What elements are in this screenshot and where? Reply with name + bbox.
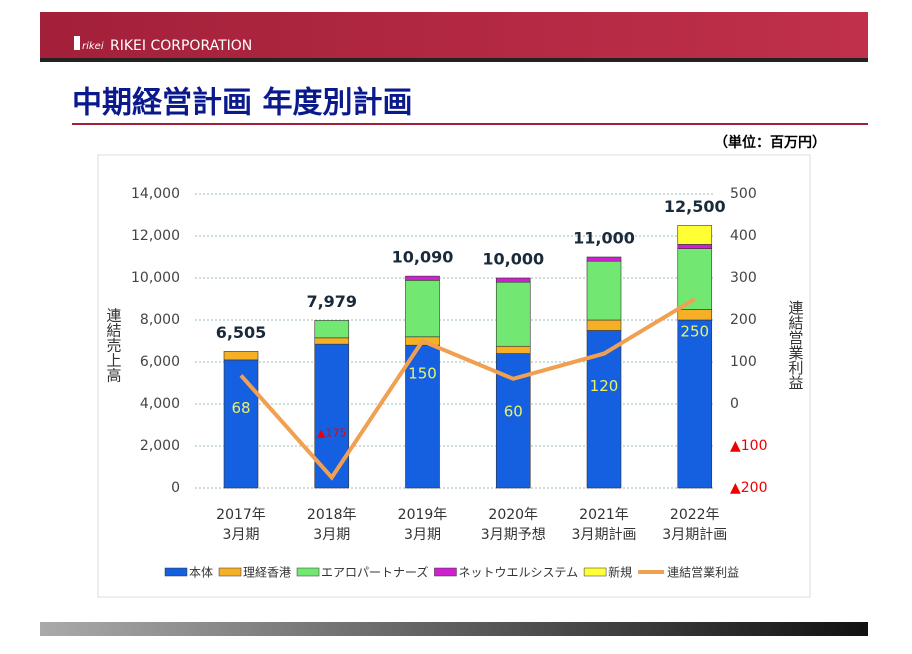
total-label: 6,505	[216, 323, 267, 342]
legend-label: 本体	[189, 566, 213, 580]
x-tick-line: 3月期計画	[662, 527, 727, 543]
legend-label: エアロパートナーズ	[321, 565, 428, 580]
legend-label: 連結営業利益	[667, 566, 739, 580]
bar-segment	[677, 244, 713, 249]
line-value-label: 60	[504, 402, 523, 420]
x-tick-line: 2020年	[488, 507, 538, 523]
bar-segment	[405, 280, 440, 338]
x-tick-label: 2022年 3月期計画	[662, 507, 727, 543]
bar-segment	[223, 351, 259, 361]
legend-label: 理経香港	[243, 566, 291, 580]
y2-tick-label: ▲200	[730, 480, 768, 496]
total-label: 12,500	[664, 197, 726, 216]
x-tick-line: 2017年	[216, 507, 266, 523]
legend-label: ネットウエルシステム	[458, 566, 578, 580]
total-label: 10,090	[392, 248, 454, 267]
legend-label: 新規	[608, 565, 632, 580]
x-tick-label: 2019年 3月期	[398, 507, 448, 543]
x-tick-label: 2017年 3月期	[216, 507, 266, 543]
bar-segment	[586, 319, 622, 331]
y-tick-label: 10,000	[131, 270, 180, 286]
y2-tick-label: 200	[730, 312, 757, 328]
x-tick-label: 2020年 3月期予想	[481, 507, 546, 543]
footer-bar	[40, 622, 868, 636]
bar-segment	[495, 345, 531, 354]
x-tick-line: 3月期	[404, 527, 441, 543]
y2-tick-label: 300	[730, 270, 757, 286]
x-tick-line: 3月期予想	[481, 527, 546, 543]
x-tick-line: 3月期	[313, 527, 350, 543]
line-value-label: ▲175	[317, 427, 346, 440]
line-value-label: 120	[590, 377, 619, 395]
logo-mark	[74, 36, 80, 50]
y-tick-label: 12,000	[131, 228, 180, 244]
unit: （単位：百万円）	[714, 134, 826, 151]
x-tick-line: 2021年	[579, 507, 629, 523]
legend-swatch	[218, 567, 242, 577]
bar-segment	[677, 319, 713, 489]
total-label: 10,000	[482, 250, 544, 269]
line-value-label: 250	[680, 323, 709, 341]
y2-tick-label: ▲100	[730, 438, 768, 454]
bar-segment	[677, 309, 713, 321]
legend-swatch	[583, 567, 607, 577]
logo: rikei	[82, 41, 104, 52]
title-rule	[72, 123, 868, 125]
x-tick-line: 2019年	[398, 507, 448, 523]
total-label: 11,000	[573, 229, 635, 248]
bar-segment	[405, 275, 440, 281]
y2-tick-label: 400	[730, 228, 757, 244]
bar-segment	[314, 337, 350, 345]
x-tick-line: 3月期計画	[572, 527, 637, 543]
line-value-label: 68	[231, 399, 250, 417]
y-tick-label: 8,000	[140, 312, 180, 328]
banner-line	[40, 58, 868, 62]
x-tick-label: 2021年 3月期計画	[572, 507, 637, 543]
line-value-label: 150	[408, 365, 437, 383]
y-tick-label: 0	[171, 480, 180, 496]
y2-axis-title: 連結営業利益	[787, 300, 805, 390]
y2-tick-label: 0	[730, 396, 739, 412]
bar-segment	[495, 277, 531, 283]
bar-segment	[677, 225, 713, 245]
bar-segment	[495, 281, 531, 347]
bar-segment	[586, 256, 622, 262]
y-tick-label: 6,000	[140, 354, 180, 370]
y-tick-label: 2,000	[140, 438, 180, 454]
x-tick-line: 2022年	[670, 507, 720, 523]
banner	[40, 12, 868, 58]
bar-segment	[314, 320, 350, 339]
x-tick-label: 2018年 3月期	[307, 507, 357, 543]
bar-segment	[586, 260, 622, 321]
bar-segment	[223, 359, 259, 489]
total-label: 7,979	[306, 292, 357, 311]
x-tick-line: 2018年	[307, 507, 357, 523]
y2-tick-label: 500	[730, 186, 757, 202]
bar-segment	[405, 344, 440, 489]
y-tick-label: 14,000	[131, 186, 180, 202]
legend-swatch	[296, 567, 320, 577]
profit-line	[239, 297, 696, 481]
y-tick-label: 4,000	[140, 396, 180, 412]
y-axis-title: 連結売上高	[105, 308, 123, 383]
x-tick-line: 3月期	[223, 527, 260, 543]
company: RIKEI CORPORATION	[110, 38, 252, 54]
legend-swatch	[164, 567, 188, 577]
legend-swatch	[434, 567, 457, 577]
y2-tick-label: 100	[730, 354, 757, 370]
slide-title: 中期経営計画 年度別計画	[72, 86, 412, 121]
